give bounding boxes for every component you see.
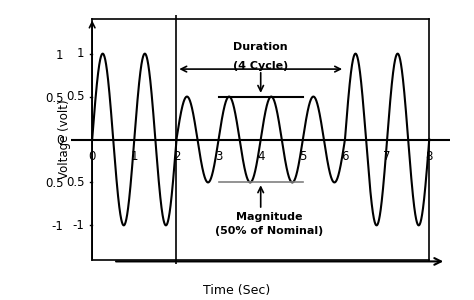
Text: 0.5: 0.5 <box>66 90 84 103</box>
Text: Duration: Duration <box>233 42 288 52</box>
Text: 1: 1 <box>77 47 84 60</box>
Text: 8: 8 <box>426 150 433 163</box>
Text: 1: 1 <box>130 150 138 163</box>
Text: -1: -1 <box>73 219 84 232</box>
Text: Time (Sec): Time (Sec) <box>203 284 271 297</box>
Text: 7: 7 <box>383 150 391 163</box>
Text: 3: 3 <box>215 150 222 163</box>
Text: 2: 2 <box>173 150 180 163</box>
Text: Magnitude: Magnitude <box>236 212 302 223</box>
Text: Voltage (volt): Voltage (volt) <box>58 100 71 179</box>
Text: 4: 4 <box>257 150 264 163</box>
Text: 0.5: 0.5 <box>66 176 84 189</box>
Text: (4 Cycle): (4 Cycle) <box>233 61 288 71</box>
Text: (50% of Nominal): (50% of Nominal) <box>215 226 323 236</box>
Text: 5: 5 <box>299 150 307 163</box>
Text: 6: 6 <box>341 150 349 163</box>
Text: 0: 0 <box>89 150 96 163</box>
